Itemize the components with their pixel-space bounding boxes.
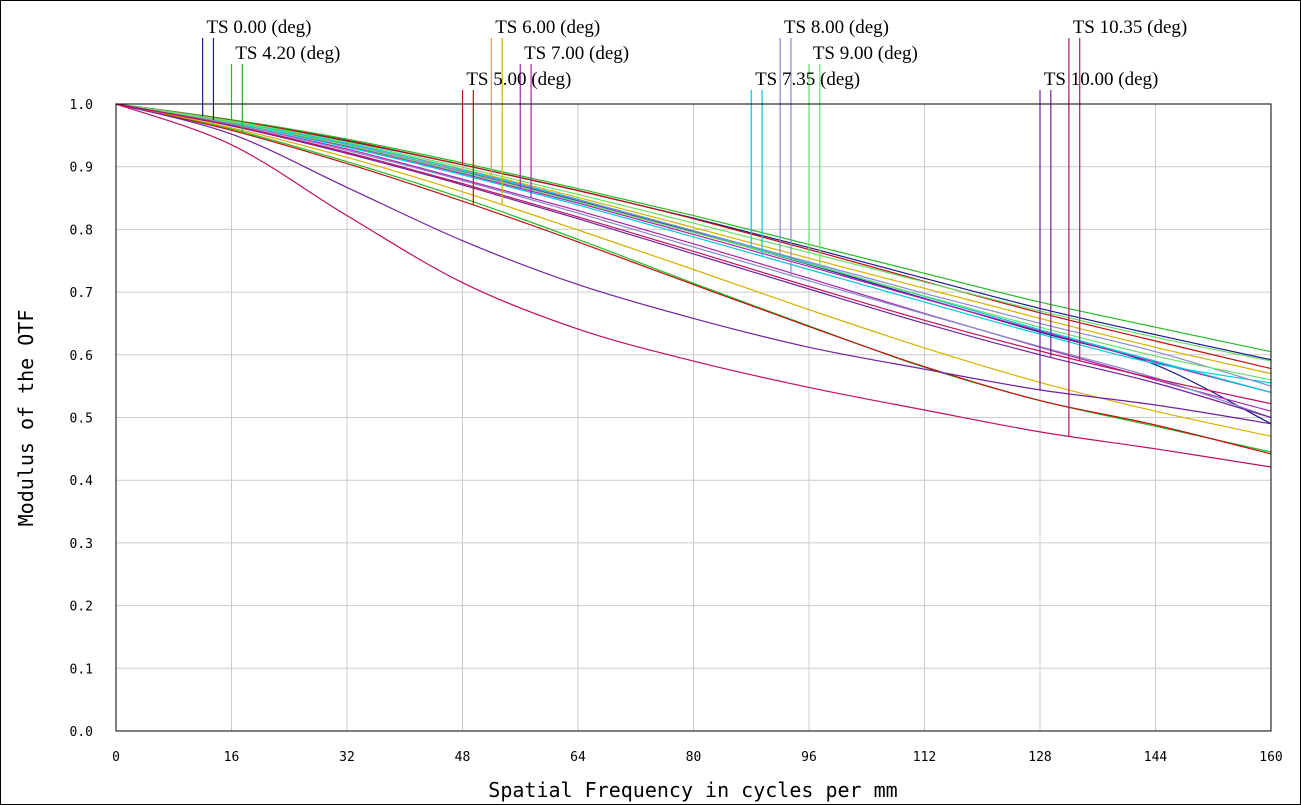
x-tick-label: 96 [801,750,817,765]
legend-label: TS 10.35 (deg) [1073,17,1188,38]
legend-label: TS 7.00 (deg) [524,43,629,64]
legend-label: TS 10.00 (deg) [1044,69,1159,90]
y-tick-label: 0.3 [70,537,93,552]
legend-label: TS 6.00 (deg) [495,17,600,38]
legend-labels: TS 0.00 (deg) TS 4.20 (deg) TS 5.00 (deg) T… [206,17,1187,90]
y-tick-label: 1.0 [70,98,93,113]
y-tick-label: 0.9 [70,161,93,176]
legend-label: TS 5.00 (deg) [466,69,571,90]
y-tick-label: 0.5 [70,412,93,427]
mtf-curve-20 [115,103,1272,405]
x-tick-labels: 0 16 32 48 64 80 96 112 128 144 160 [112,750,1283,765]
mtf-curve-3 [115,103,1272,353]
y-axis-label: Modulus of the OTF [14,310,38,527]
x-tick-label: 0 [112,750,120,765]
y-tick-label: 0.1 [70,662,93,677]
y-tick-label: 0.2 [70,600,93,615]
mtf-curve-14 [115,103,1272,419]
legend-label: TS 4.20 (deg) [235,43,340,64]
mtf-curve-16 [115,103,1272,381]
y-tick-label: 0.6 [70,349,93,364]
legend-label: TS 0.00 (deg) [206,17,311,38]
mtf-curve-12 [115,103,1272,384]
legend-label: TS 9.00 (deg) [813,43,918,64]
mtf-curve-19 [115,103,1272,468]
mtf-curve-18 [115,103,1272,419]
x-tick-label: 48 [455,750,471,765]
chart-series [115,103,1272,468]
y-tick-label: 0.7 [70,286,93,301]
x-tick-label: 160 [1259,750,1282,765]
y-tick-labels: 0.0 0.1 0.2 0.3 0.4 0.5 0.6 0.7 0.8 0.9 1.0 [70,98,94,740]
x-tick-label: 16 [224,750,240,765]
legend-label: TS 8.00 (deg) [784,17,889,38]
mtf-curve-8 [115,103,1272,437]
mtf-curve-17 [115,103,1272,425]
x-tick-label: 144 [1144,750,1168,765]
x-tick-label: 128 [1028,750,1051,765]
x-tick-label: 64 [570,750,586,765]
y-tick-label: 0.0 [70,725,93,740]
plot-area-frame [115,103,1272,732]
legend-label: TS 7.35 (deg) [755,69,860,90]
x-axis-label: Spatial Frequency in cycles per mm [488,778,897,802]
mtf-curve-10 [115,103,1272,412]
mtf-curve-6 [115,103,1272,455]
y-tick-label: 0.4 [70,474,94,489]
mtf-curve-5 [115,103,1272,370]
legend-markers [202,38,1081,437]
mtf-curve-15 [115,103,1272,362]
y-tick-label: 0.8 [70,223,93,238]
x-tick-label: 80 [686,750,702,765]
x-tick-label: 112 [913,750,936,765]
x-tick-label: 32 [339,750,355,765]
